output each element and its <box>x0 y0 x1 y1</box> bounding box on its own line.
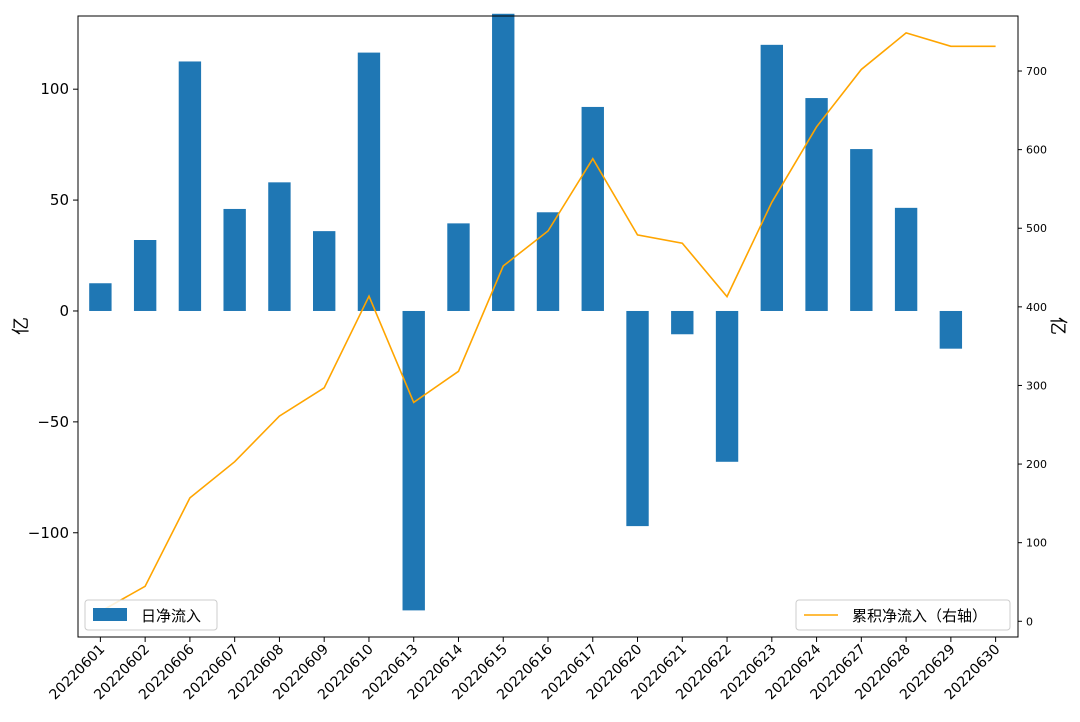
legend-bar-box <box>84 599 218 631</box>
bar-20220607 <box>223 208 246 311</box>
bar-20220622 <box>715 310 739 462</box>
bar-20220617 <box>581 106 604 311</box>
legend-line-label: 累积净流入（右轴） <box>852 607 987 625</box>
right-tick-label: 600 <box>1026 144 1047 157</box>
right-tick-label: 700 <box>1026 65 1047 78</box>
left-tick-label: −100 <box>28 524 69 542</box>
right-y-axis-label: 亿 <box>1047 317 1068 335</box>
bar-20220613 <box>402 310 425 611</box>
bar-20220629 <box>939 310 963 349</box>
left-y-axis-label: 亿 <box>11 317 32 335</box>
cumulative-line <box>100 32 996 613</box>
bar-20220621 <box>671 310 694 335</box>
right-tick-label: 400 <box>1026 301 1047 314</box>
plot-border <box>77 15 1019 638</box>
bar-20220614 <box>447 223 470 311</box>
bar-series-layer <box>89 13 963 611</box>
legend-line-box <box>795 599 1011 631</box>
bar-20220602 <box>133 240 157 311</box>
legend-bar-swatch <box>93 608 127 621</box>
right-tick-label: 0 <box>1026 615 1033 628</box>
left-y-axis: −100 −50 0 50 100 <box>28 80 78 542</box>
bar-20220628 <box>894 207 918 311</box>
bar-20220627 <box>850 149 873 311</box>
legend-bar: 日净流入 <box>84 599 218 631</box>
bar-20220620 <box>626 310 649 527</box>
legend-line: 累积净流入（右轴） <box>795 599 1011 631</box>
plot-frame <box>77 15 1019 638</box>
right-tick-label: 500 <box>1026 222 1047 235</box>
right-tick-label: 200 <box>1026 458 1047 471</box>
bar-20220608 <box>268 182 291 311</box>
x-axis: 2022060120220602202206062022060720220608… <box>47 637 1003 703</box>
bar-20220623 <box>760 44 783 311</box>
left-tick-label: 50 <box>50 191 69 209</box>
legend-bar-label: 日净流入 <box>141 607 201 625</box>
bar-20220610 <box>357 52 381 311</box>
left-tick-label: 100 <box>40 80 69 98</box>
left-tick-label: −50 <box>37 413 69 431</box>
bar-20220601 <box>89 283 112 311</box>
bar-20220609 <box>313 231 336 311</box>
right-tick-label: 100 <box>1026 537 1047 550</box>
bar-20220624 <box>805 98 828 311</box>
bar-20220615 <box>492 13 515 311</box>
bar-20220616 <box>536 212 560 311</box>
right-tick-label: 300 <box>1026 379 1047 392</box>
bar-20220606 <box>178 61 202 311</box>
left-tick-label: 0 <box>59 302 69 320</box>
right-y-axis: 0 100 200 300 400 500 600 700 <box>1018 65 1047 628</box>
